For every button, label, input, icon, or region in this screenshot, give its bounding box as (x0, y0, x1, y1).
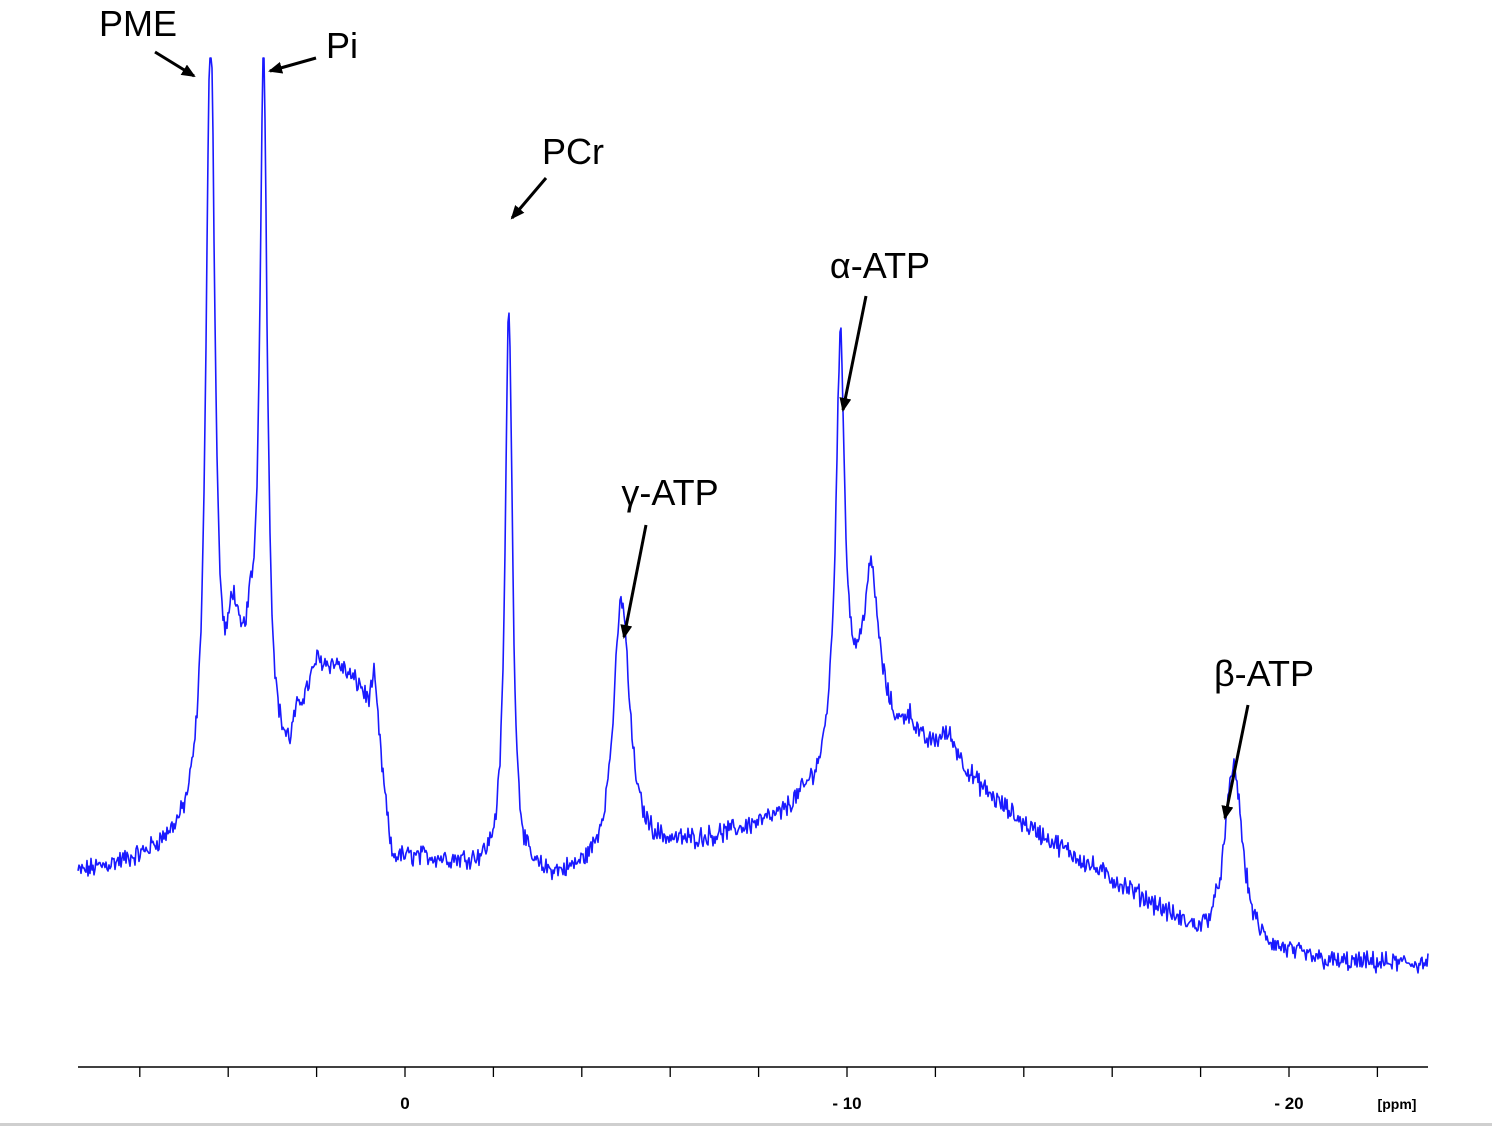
spectrum-line (77, 57, 1429, 974)
peak-label: PME (99, 3, 177, 44)
peak-label: Pi (326, 25, 358, 66)
x-axis-tick-label: 0 (400, 1094, 409, 1113)
annotation-arrow (839, 295, 868, 412)
peak-label: PCr (542, 131, 604, 172)
x-axis-ticks: 0 - 10 - 20 (139, 1067, 1379, 1113)
annotation-arrow (268, 56, 317, 74)
plot-area (77, 57, 1429, 974)
annotation-arrow (154, 50, 196, 78)
peak-label: β-ATP (1214, 653, 1314, 694)
x-axis-tick-label: - 20 (1274, 1094, 1303, 1113)
peak-label: α-ATP (830, 245, 930, 286)
x-axis-tick-label: - 10 (832, 1094, 861, 1113)
peak-annotations: PME Pi PCr γ-ATP α-ATP β-ATP (99, 3, 1314, 820)
annotation-arrow (510, 177, 548, 220)
x-axis: 0 - 10 - 20 [ppm] (78, 1066, 1428, 1113)
x-axis-unit-label: [ppm] (1378, 1096, 1417, 1112)
annotation-arrow (1221, 704, 1250, 820)
page-bottom-rule (0, 1123, 1492, 1126)
peak-label: γ-ATP (621, 472, 718, 513)
annotation-arrow (620, 524, 648, 639)
